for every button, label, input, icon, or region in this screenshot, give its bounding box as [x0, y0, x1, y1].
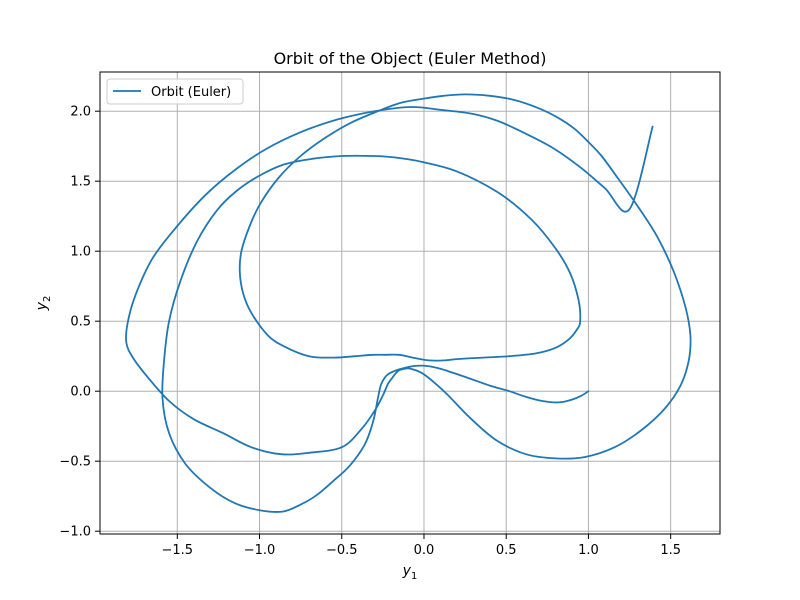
x-axis-label: y1 [402, 563, 418, 582]
plot-frame [99, 71, 721, 535]
y-tick-label: −1.0 [59, 525, 91, 540]
x-tick-label: 0.0 [414, 543, 435, 558]
legend-label: Orbit (Euler) [151, 85, 231, 100]
x-tick-label: 1.5 [660, 543, 681, 558]
ticks: −1.5 −1.0 −0.5 0.0 0.5 1.0 1.5 −1.0 −0.5 0.0 0.5 1.… [59, 105, 681, 558]
y-tick-label: 0.0 [70, 385, 91, 400]
x-tick-label: −0.5 [326, 543, 358, 558]
x-tick-label: −1.0 [244, 543, 276, 558]
orbit-series-line [125, 93, 692, 513]
y-tick-label: 2.0 [70, 105, 91, 120]
y-tick-label: −0.5 [59, 455, 91, 470]
y-axis-label: y2 [34, 296, 53, 312]
x-tick-label: −1.5 [162, 543, 194, 558]
legend-box [106, 78, 244, 105]
chart-title: Orbit of the Object (Euler Method) [274, 49, 547, 68]
y-tick-label: 0.5 [70, 315, 91, 330]
x-tick-label: 0.5 [496, 543, 517, 558]
grid [100, 72, 720, 534]
x-tick-label: 1.0 [578, 543, 599, 558]
y-tick-label: 1.0 [70, 245, 91, 260]
y-tick-label: 1.5 [70, 175, 91, 190]
legend: Orbit (Euler) [106, 78, 244, 105]
